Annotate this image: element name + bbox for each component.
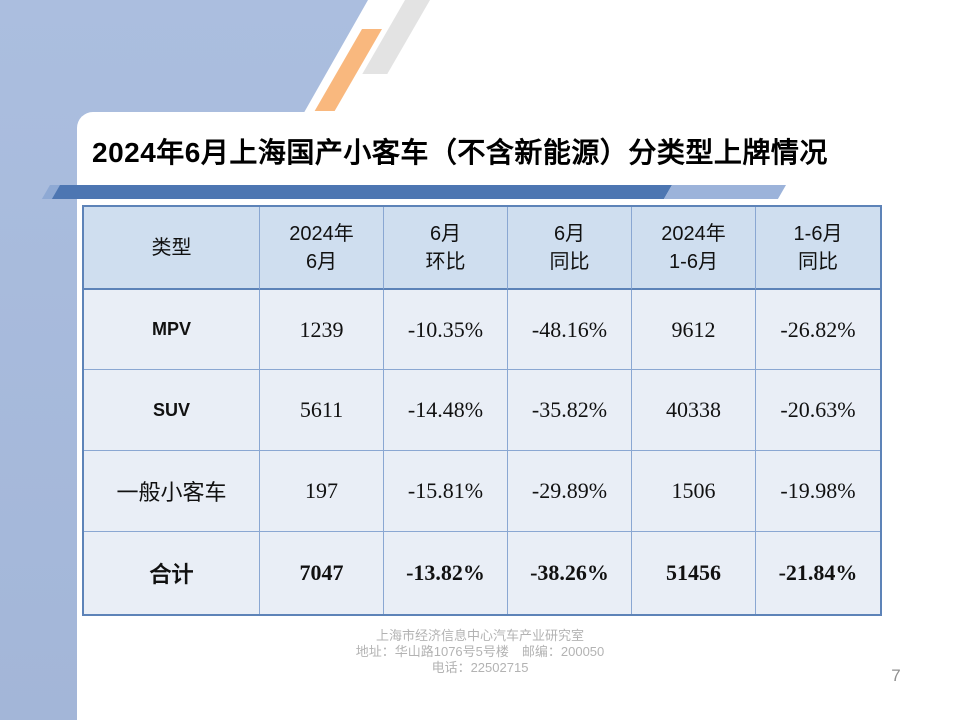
- accent-band-right: [663, 185, 786, 199]
- cell-general-mom: -15.81%: [384, 451, 508, 532]
- header-type: 类型: [84, 207, 260, 290]
- cell-mpv-ytd: 9612: [632, 290, 756, 370]
- accent-band-dark: [51, 185, 672, 199]
- slide-title: 2024年6月上海国产小客车（不含新能源）分类型上牌情况: [92, 137, 828, 168]
- header-ytd-yoy: 1-6月 同比: [756, 207, 880, 290]
- row-label-general: 一般小客车: [84, 451, 260, 532]
- cell-mpv-volume: 1239: [260, 290, 384, 370]
- cell-general-ytd: 1506: [632, 451, 756, 532]
- cell-mpv-yoy: -48.16%: [508, 290, 632, 370]
- cell-total-ytd-yoy: -21.84%: [756, 532, 880, 614]
- row-label-total: 合计: [84, 532, 260, 614]
- cell-total-volume: 7047: [260, 532, 384, 614]
- footer-org-line: 上海市经济信息中心汽车产业研究室: [375, 628, 584, 643]
- page-number: 7: [891, 666, 901, 685]
- row-label-suv: SUV: [84, 370, 260, 451]
- cell-suv-yoy: -35.82%: [508, 370, 632, 451]
- header-2024-jun: 2024年 6月: [260, 207, 384, 290]
- header-yoy: 6月 同比: [508, 207, 632, 290]
- cell-suv-volume: 5611: [260, 370, 384, 451]
- header-2024-ytd: 2024年 1-6月: [632, 207, 756, 290]
- cell-general-yoy: -29.89%: [508, 451, 632, 532]
- footer-block: 上海市经济信息中心汽车产业研究室 地址：华山路1076号5号楼 邮编：20005…: [280, 628, 680, 676]
- cell-suv-ytd-yoy: -20.63%: [756, 370, 880, 451]
- cell-mpv-mom: -10.35%: [384, 290, 508, 370]
- cell-suv-ytd: 40338: [632, 370, 756, 451]
- footer-address-line: 地址：华山路1076号5号楼 邮编：200050: [355, 644, 605, 659]
- cell-general-volume: 197: [260, 451, 384, 532]
- cell-mpv-ytd-yoy: -26.82%: [756, 290, 880, 370]
- footer-phone-line: 电话：22502715: [431, 660, 529, 675]
- registration-data-table: 类型 2024年 6月 6月 环比 6月 同比 2024年 1-6月 1-6月 …: [82, 205, 882, 616]
- cell-total-mom: -13.82%: [384, 532, 508, 614]
- cell-suv-mom: -14.48%: [384, 370, 508, 451]
- cell-general-ytd-yoy: -19.98%: [756, 451, 880, 532]
- row-label-mpv: MPV: [84, 290, 260, 370]
- cell-total-ytd: 51456: [632, 532, 756, 614]
- header-mom: 6月 环比: [384, 207, 508, 290]
- cell-total-yoy: -38.26%: [508, 532, 632, 614]
